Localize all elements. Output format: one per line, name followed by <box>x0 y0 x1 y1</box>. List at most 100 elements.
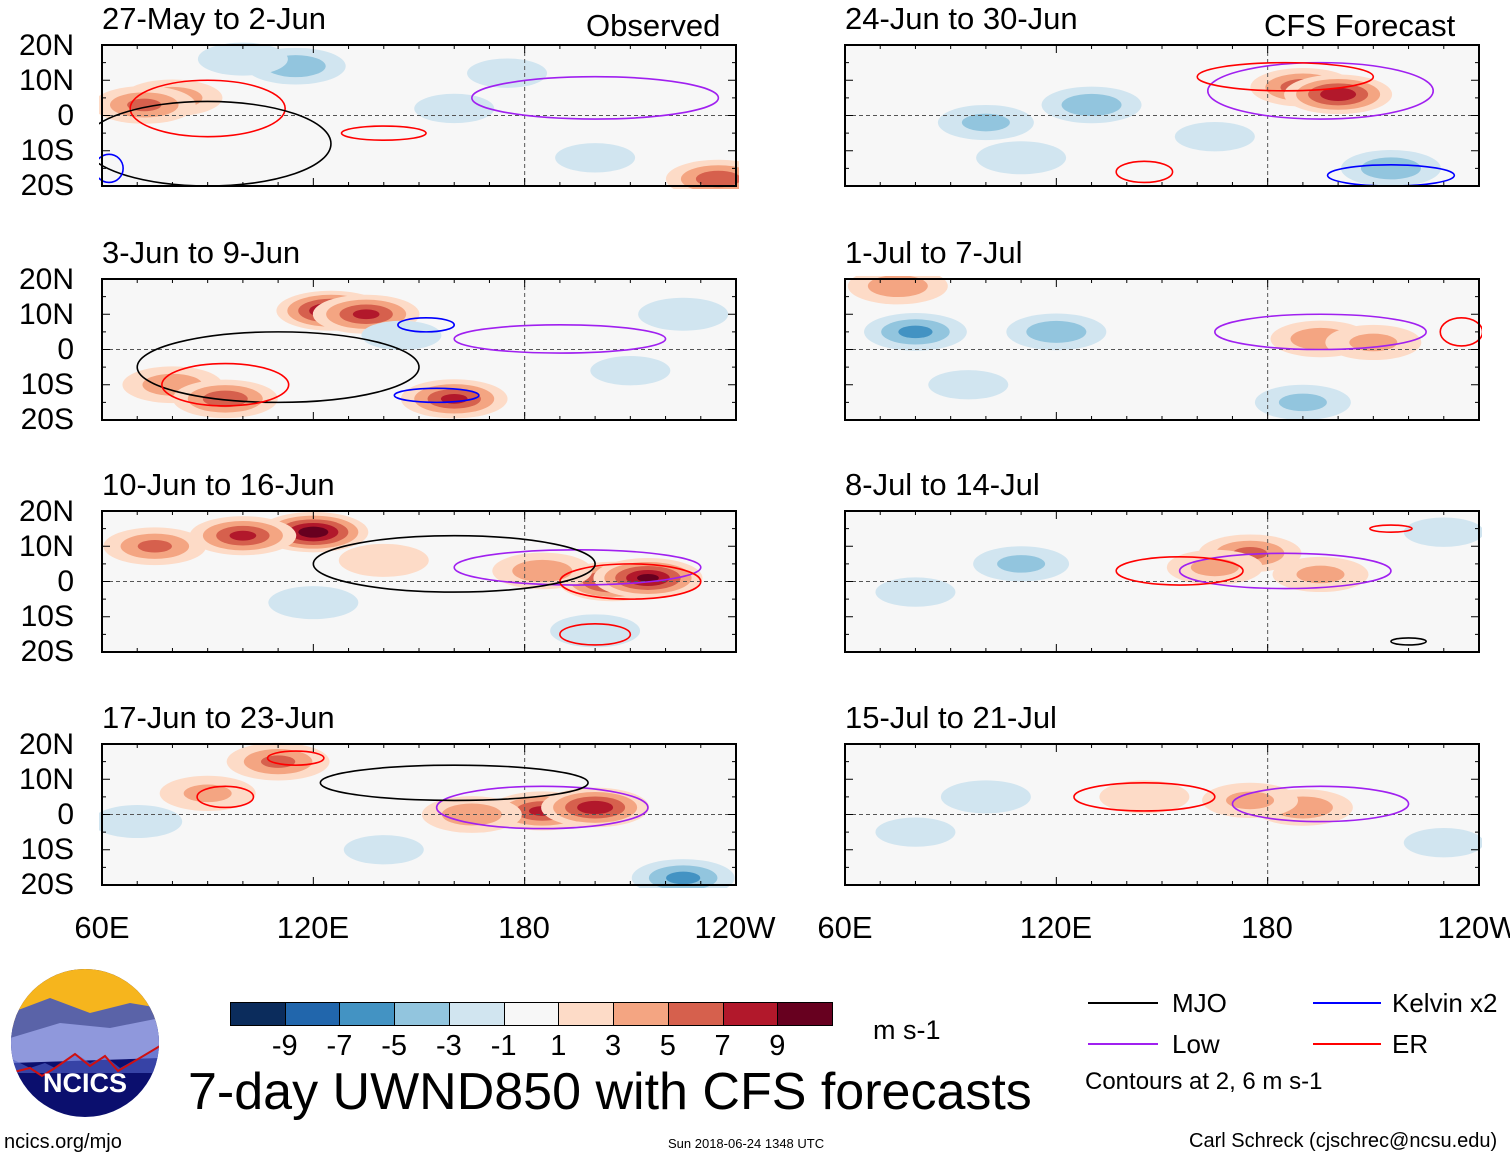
lat-label: 20S <box>20 403 74 436</box>
colorbar-units: m s-1 <box>873 1015 941 1045</box>
anomaly-shading <box>361 320 442 351</box>
contour-er <box>559 563 702 600</box>
anomaly-shading <box>867 276 928 298</box>
anomaly-shading <box>202 390 248 408</box>
lat-label: 20S <box>20 635 74 668</box>
figure-title: 7-day UWND850 with CFS forecasts <box>188 1063 1032 1121</box>
contour-low <box>1206 61 1435 120</box>
anomaly-shading <box>875 817 956 847</box>
anomaly-shading <box>137 539 172 553</box>
anomaly-shading <box>898 325 933 339</box>
colorbar-label: -3 <box>436 1030 462 1062</box>
contour-low <box>453 324 667 354</box>
lat-label: 0 <box>57 798 74 831</box>
map-panel <box>844 276 1482 421</box>
lat-label: 0 <box>57 565 74 598</box>
contour-er <box>196 785 255 809</box>
lat-label: 0 <box>57 99 74 132</box>
anomaly-shading <box>1190 558 1239 577</box>
contour-er <box>1115 160 1174 184</box>
contour-kelvin <box>397 316 456 333</box>
lon-label: 120E <box>276 910 350 945</box>
colorbar-label: 1 <box>550 1030 567 1062</box>
anomaly-shading <box>99 805 183 839</box>
lon-label: 120E <box>1019 910 1093 945</box>
panel-title: 15-Jul to 21-Jul <box>845 700 1057 735</box>
anomaly-shading <box>961 113 1010 132</box>
contour-er <box>559 623 632 646</box>
anomaly-shading <box>197 42 288 76</box>
anomaly-shading <box>298 526 329 538</box>
anomaly-shading <box>1174 121 1255 152</box>
panel-title: 24-Jun to 30-Jun <box>845 1 1078 36</box>
lat-label: 20N <box>18 29 74 62</box>
colorbar-swatch <box>448 1002 505 1026</box>
contour-low <box>471 75 720 120</box>
anomaly-shading <box>1403 517 1482 547</box>
anomaly-shading <box>260 755 296 768</box>
anomaly-shading <box>512 559 573 582</box>
contour-er <box>161 362 290 407</box>
anomaly-shading <box>1226 791 1275 810</box>
anomaly-shading <box>1360 157 1421 180</box>
contour-kelvin <box>99 153 124 184</box>
anomaly-shading <box>550 614 641 648</box>
anomaly-shading <box>997 555 1046 573</box>
logo-text: NCICS <box>43 1068 127 1098</box>
anomaly-shading <box>1320 87 1357 101</box>
contour-er <box>1439 316 1482 347</box>
panel-title: 27-May to 2-Jun <box>102 1 326 36</box>
contour-er <box>340 125 427 141</box>
anomaly-shading <box>1099 780 1190 814</box>
anomaly-shading <box>338 543 429 577</box>
colorbar-label: 9 <box>769 1030 786 1062</box>
panel-title: 3-Jun to 9-Jun <box>102 235 301 270</box>
legend-line-mjo <box>1088 1002 1158 1004</box>
lat-label: 20S <box>20 868 74 901</box>
contour-er <box>129 79 286 138</box>
anomaly-shading <box>695 170 739 188</box>
anomaly-shading <box>414 93 495 124</box>
colorbar-label: 7 <box>714 1030 731 1062</box>
lat-label: 10S <box>20 134 74 167</box>
lat-label: 10N <box>18 64 74 97</box>
anomaly-shading <box>555 143 636 173</box>
cfs-forecast-header: CFS Forecast <box>1264 8 1456 43</box>
anomaly-shading <box>590 355 671 386</box>
colorbar-swatch <box>558 1002 615 1026</box>
lon-label: 60E <box>817 910 873 945</box>
legend-line-low <box>1088 1043 1158 1045</box>
contour-low <box>1231 785 1410 823</box>
anomaly-shading <box>940 780 1031 814</box>
map-panel <box>101 278 737 421</box>
contour-er <box>1115 556 1244 586</box>
colorbar-swatch <box>339 1002 396 1026</box>
lon-label: 120W <box>1437 910 1510 945</box>
colorbar-swatch <box>722 1002 779 1026</box>
anomaly-shading <box>1403 828 1482 858</box>
lat-label: 20N <box>18 263 74 296</box>
panel-title: 17-Jun to 23-Jun <box>102 700 335 735</box>
contour-low <box>435 785 649 830</box>
legend-line-er <box>1313 1043 1381 1045</box>
anomaly-shading <box>928 370 1009 400</box>
anomaly-shading <box>637 573 659 582</box>
legend-label-kelvin: Kelvin x2 <box>1392 988 1498 1018</box>
anomaly-shading <box>875 577 956 607</box>
contour-er <box>1369 524 1413 533</box>
lat-label: 10S <box>20 600 74 633</box>
colorbar-swatch <box>667 1002 724 1026</box>
contour-note: Contours at 2, 6 m s-1 <box>1085 1068 1323 1095</box>
legend-label-er: ER <box>1392 1029 1429 1059</box>
map-panel <box>99 42 739 189</box>
lat-label: 10S <box>20 368 74 401</box>
site-url[interactable]: ncics.org/mjo <box>4 1131 122 1153</box>
timestamp: Sun 2018-06-24 1348 UTC <box>668 1136 825 1151</box>
anomaly-shading <box>638 297 729 331</box>
colorbar-label: 3 <box>605 1030 622 1062</box>
legend-label-mjo: MJO <box>1172 988 1227 1018</box>
lat-label: 10N <box>18 530 74 563</box>
lat-label: 20N <box>18 728 74 761</box>
colorbar-swatch <box>777 1002 833 1026</box>
